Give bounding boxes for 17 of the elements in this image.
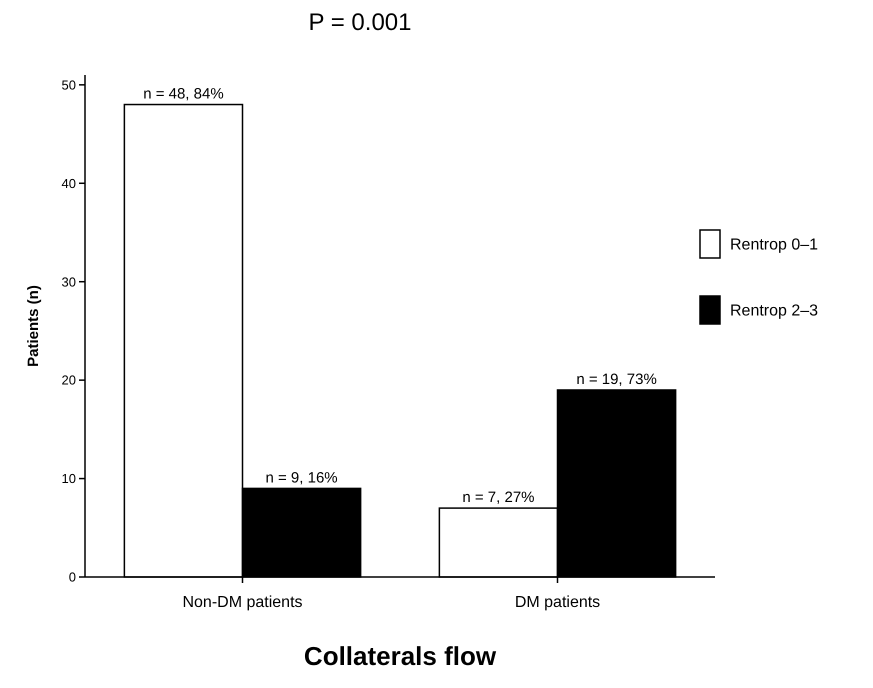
y-axis-title: Patients (n) bbox=[25, 285, 42, 367]
data-label: n = 7, 27% bbox=[462, 489, 535, 506]
x-axis-title: Collaterals flow bbox=[304, 641, 497, 671]
data-label: n = 9, 16% bbox=[265, 469, 338, 486]
legend-label: Rentrop 0–1 bbox=[730, 236, 818, 254]
data-label: n = 48, 84% bbox=[143, 86, 224, 103]
y-tick-label: 20 bbox=[62, 372, 76, 388]
y-tick-label: 40 bbox=[62, 176, 76, 191]
data-label: n = 19, 73% bbox=[576, 370, 657, 388]
x-tick-label: Non-DM patients bbox=[182, 594, 303, 611]
y-tick-label: 10 bbox=[62, 471, 76, 486]
x-tick-label: DM patients bbox=[514, 594, 600, 611]
y-tick-label: 0 bbox=[68, 570, 76, 585]
chart-title: P = 0.001 bbox=[308, 9, 412, 36]
y-tick-label: 50 bbox=[62, 77, 76, 92]
y-tick-label: 30 bbox=[62, 274, 76, 290]
legend-label: Rentrop 2–3 bbox=[730, 302, 818, 320]
